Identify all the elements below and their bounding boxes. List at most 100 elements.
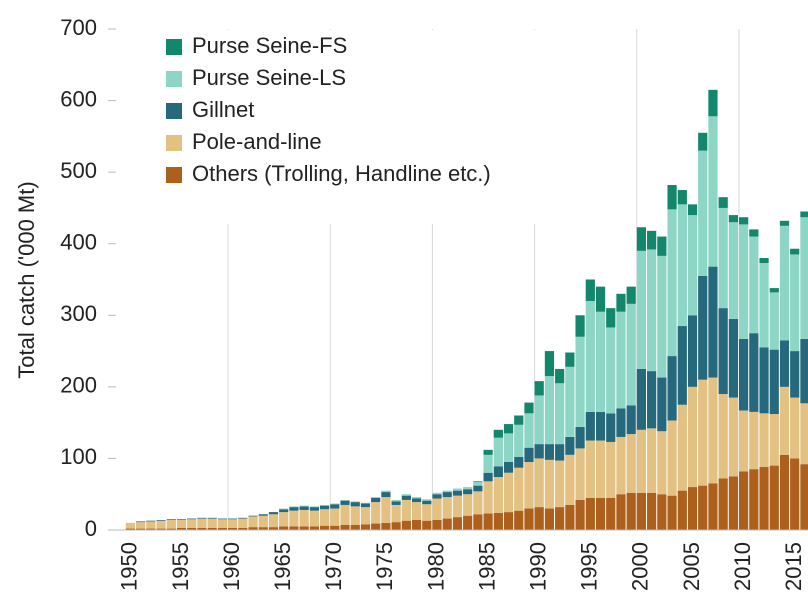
bar-segment bbox=[565, 366, 575, 437]
bar-segment bbox=[626, 434, 636, 493]
bar-segment bbox=[779, 454, 790, 530]
bar-segment bbox=[800, 338, 808, 404]
bar-segment bbox=[739, 224, 749, 339]
bar-segment bbox=[289, 506, 299, 508]
bar-segment bbox=[340, 500, 350, 505]
bar-segment bbox=[463, 515, 473, 530]
bar-segment bbox=[176, 519, 187, 528]
bar-segment bbox=[575, 499, 585, 530]
bar-segment bbox=[636, 492, 647, 530]
bar-segment bbox=[309, 507, 319, 511]
bar-segment bbox=[555, 507, 565, 530]
legend-label: Others (Trolling, Handline etc.) bbox=[192, 161, 491, 186]
bar-segment bbox=[350, 502, 360, 507]
bar-segment bbox=[636, 250, 647, 369]
bar-segment bbox=[330, 503, 340, 505]
bar-segment bbox=[493, 466, 503, 478]
bar-segment bbox=[657, 236, 667, 256]
bar-segment bbox=[473, 481, 483, 483]
legend-swatch bbox=[166, 135, 182, 151]
bar-segment bbox=[248, 527, 258, 530]
x-tick-label: 1970 bbox=[321, 542, 346, 591]
bar-segment bbox=[197, 518, 207, 528]
bar-segment bbox=[330, 508, 340, 526]
bar-segment bbox=[790, 351, 800, 398]
bar-segment bbox=[616, 494, 626, 530]
bar-segment bbox=[514, 510, 524, 530]
bar-segment bbox=[146, 521, 156, 529]
bar-segment bbox=[595, 411, 606, 441]
bar-segment bbox=[166, 519, 176, 520]
bar-segment bbox=[677, 204, 687, 327]
bar-segment bbox=[698, 150, 708, 276]
bar-segment bbox=[585, 497, 595, 530]
bar-segment bbox=[187, 527, 197, 530]
bar-segment bbox=[708, 266, 718, 378]
bar-segment bbox=[411, 519, 422, 530]
bar-segment bbox=[800, 403, 808, 465]
x-tick-label: 1995 bbox=[577, 542, 602, 591]
bar-segment bbox=[514, 467, 524, 511]
bar-segment bbox=[483, 472, 493, 482]
bar-segment bbox=[585, 279, 595, 301]
bar-segment bbox=[452, 495, 463, 518]
bar-segment bbox=[524, 447, 534, 463]
bar-segment bbox=[207, 517, 217, 519]
y-tick-label: 600 bbox=[60, 86, 97, 111]
bar-segment bbox=[432, 498, 442, 520]
legend-swatch bbox=[166, 103, 182, 119]
bar-segment bbox=[534, 444, 544, 459]
bar-segment bbox=[473, 485, 483, 492]
bar-segment bbox=[544, 351, 555, 377]
x-tick-label: 1985 bbox=[474, 542, 499, 591]
bar-segment bbox=[452, 488, 463, 491]
bar-segment bbox=[493, 437, 503, 467]
bar-segment bbox=[156, 528, 166, 530]
bar-segment bbox=[718, 308, 728, 395]
bar-segment bbox=[248, 516, 258, 528]
bar-segment bbox=[279, 512, 289, 527]
bar-segment bbox=[319, 509, 330, 526]
bar-segment bbox=[667, 420, 677, 496]
bar-segment bbox=[360, 503, 371, 508]
legend-label: Pole-and-line bbox=[192, 129, 322, 154]
x-tick-label: 1980 bbox=[423, 542, 448, 591]
bar-segment bbox=[299, 506, 309, 510]
bar-segment bbox=[667, 209, 677, 357]
bar-segment bbox=[555, 383, 565, 445]
bar-segment bbox=[463, 487, 473, 490]
bar-segment bbox=[708, 89, 718, 117]
bar-segment bbox=[279, 508, 289, 510]
bar-segment bbox=[207, 527, 217, 530]
bar-segment bbox=[340, 504, 350, 525]
bar-segment bbox=[534, 507, 544, 530]
bar-segment bbox=[391, 504, 401, 523]
bar-segment bbox=[779, 340, 790, 387]
bar-segment bbox=[289, 507, 299, 511]
bar-segment bbox=[258, 514, 268, 516]
bar-segment bbox=[595, 497, 606, 530]
bar-segment bbox=[647, 428, 657, 493]
bar-segment bbox=[166, 528, 176, 530]
bar-segment bbox=[432, 519, 442, 530]
bar-segment bbox=[524, 508, 534, 530]
bar-segment bbox=[626, 492, 636, 530]
bar-segment bbox=[371, 497, 381, 498]
bar-segment bbox=[728, 222, 738, 319]
bar-segment bbox=[463, 494, 473, 516]
bar-segment bbox=[534, 395, 544, 445]
bar-segment bbox=[626, 286, 636, 304]
bar-segment bbox=[667, 185, 677, 210]
bar-segment bbox=[268, 527, 279, 530]
bar-segment bbox=[350, 501, 360, 503]
bar-segment bbox=[228, 519, 238, 528]
bar-segment bbox=[238, 517, 248, 519]
bar-segment bbox=[217, 519, 227, 528]
bar-segment bbox=[544, 459, 555, 509]
bar-segment bbox=[136, 528, 146, 530]
bar-segment bbox=[493, 429, 503, 438]
bar-segment bbox=[606, 413, 616, 442]
bar-segment bbox=[411, 497, 422, 499]
bar-segment bbox=[759, 347, 769, 414]
bar-segment bbox=[677, 490, 687, 530]
